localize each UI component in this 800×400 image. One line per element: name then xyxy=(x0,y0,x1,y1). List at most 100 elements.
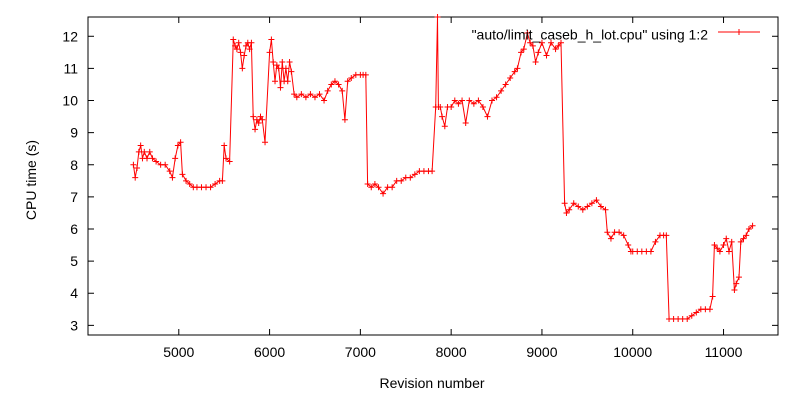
data-point xyxy=(728,238,735,245)
data-point xyxy=(339,87,346,94)
data-point xyxy=(284,78,291,85)
data-point xyxy=(230,36,237,43)
data-point xyxy=(364,181,371,188)
data-point xyxy=(498,87,505,94)
data-point xyxy=(520,46,527,53)
data-point xyxy=(266,49,273,56)
data-point xyxy=(493,94,500,101)
data-point xyxy=(518,49,525,56)
x-axis-label: Revision number xyxy=(379,375,484,391)
data-point xyxy=(484,113,491,120)
data-point xyxy=(321,97,328,104)
y-axis: 3 4 5 6 7 8 9 10 11 12 xyxy=(62,28,778,333)
data-point xyxy=(375,184,382,191)
data-point xyxy=(226,158,233,165)
data-point xyxy=(529,42,536,49)
data-point xyxy=(579,206,586,213)
data-point xyxy=(652,238,659,245)
data-point xyxy=(647,248,654,255)
data-point xyxy=(538,39,545,46)
data-point xyxy=(166,168,173,175)
data-point xyxy=(130,161,137,168)
data-point xyxy=(246,46,253,53)
y-tick-label: 3 xyxy=(70,317,78,333)
data-point xyxy=(663,232,670,239)
data-point xyxy=(371,181,378,188)
data-point xyxy=(207,184,214,191)
data-point xyxy=(407,174,414,181)
data-point xyxy=(344,78,351,85)
data-point xyxy=(709,293,716,300)
data-point xyxy=(288,68,295,75)
data-point xyxy=(223,155,229,162)
data-point xyxy=(135,148,142,155)
data-point xyxy=(502,81,509,88)
data-point xyxy=(174,142,181,149)
data-point xyxy=(716,248,723,255)
data-point xyxy=(248,39,255,46)
data-point xyxy=(620,232,627,239)
data-point xyxy=(221,142,228,149)
data-point xyxy=(411,171,418,178)
data-point xyxy=(241,52,248,59)
data-point xyxy=(552,46,559,53)
y-tick-label: 12 xyxy=(62,28,78,44)
data-point xyxy=(535,49,542,56)
data-point xyxy=(146,148,153,155)
data-point xyxy=(242,42,249,49)
x-tick-label: 6000 xyxy=(254,344,285,360)
data-point xyxy=(584,203,591,210)
data-point xyxy=(524,30,531,37)
data-point xyxy=(335,81,342,88)
data-point xyxy=(277,84,284,91)
data-point xyxy=(293,94,300,101)
data-point xyxy=(511,68,518,75)
data-point xyxy=(588,200,595,207)
data-point xyxy=(252,126,259,133)
data-point xyxy=(273,62,280,69)
data-point xyxy=(475,97,482,104)
data-point xyxy=(177,139,184,146)
data-point xyxy=(507,75,514,82)
data-point xyxy=(282,65,289,72)
data-point xyxy=(141,148,148,155)
x-tick-label: 11000 xyxy=(705,344,743,360)
data-point xyxy=(219,177,226,184)
data-point xyxy=(237,49,244,56)
data-point xyxy=(604,229,611,236)
data-point xyxy=(235,39,242,46)
data-point xyxy=(239,65,246,72)
y-tick-label: 9 xyxy=(70,125,78,141)
data-point xyxy=(749,222,756,229)
data-point xyxy=(212,181,219,188)
data-point xyxy=(270,58,277,65)
data-point xyxy=(693,309,700,316)
data-point xyxy=(706,306,713,313)
data-point xyxy=(733,280,740,287)
data-point xyxy=(737,238,744,245)
y-tick-label: 6 xyxy=(70,221,78,237)
x-tick-label: 5000 xyxy=(163,344,194,360)
data-point xyxy=(172,155,179,162)
data-point xyxy=(448,103,455,110)
data-point xyxy=(302,94,309,101)
data-point xyxy=(607,235,614,242)
legend: "auto/limit_caseb_h_lot.cpu" using 1:2 xyxy=(472,27,760,43)
x-tick-label: 9000 xyxy=(526,344,557,360)
data-point xyxy=(259,116,266,123)
data-point xyxy=(743,232,750,239)
data-point xyxy=(137,142,144,149)
data-point xyxy=(362,71,369,78)
data-point xyxy=(555,42,562,49)
data-point xyxy=(257,113,264,120)
data-point xyxy=(316,91,323,98)
y-tick-label: 10 xyxy=(62,93,78,109)
data-point xyxy=(307,91,314,98)
data-point xyxy=(593,197,600,204)
data-point xyxy=(162,161,169,168)
data-point xyxy=(532,58,539,65)
data-point xyxy=(233,46,240,53)
data-point xyxy=(543,52,550,59)
data-point xyxy=(134,164,141,171)
